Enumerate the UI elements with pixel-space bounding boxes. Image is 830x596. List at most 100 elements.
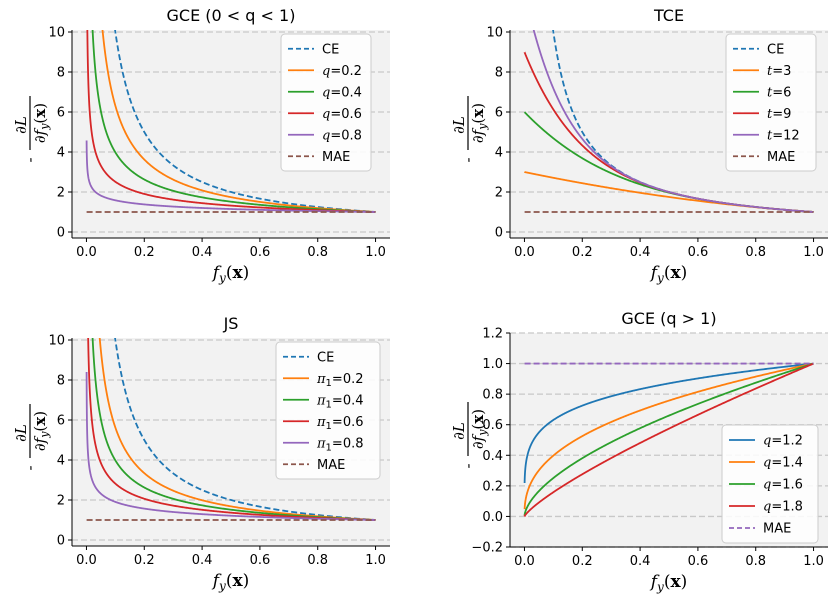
- series-group: [85, 338, 376, 521]
- y-tick-label: 8: [57, 374, 65, 389]
- legend: CE q=0.2 q=0.4 q=0.6 q=0.8 MAE: [280, 33, 372, 172]
- x-tick-label: 0.4: [192, 553, 213, 568]
- series-line-q=0.6: [86, 30, 376, 213]
- x-tick-label: 0.4: [192, 245, 213, 260]
- legend-label: t=6: [767, 85, 791, 100]
- series-line-q=0.4: [91, 30, 376, 213]
- y-tick-label: 2: [57, 186, 65, 201]
- y-tick-label: 6: [495, 106, 503, 121]
- y-tick-label: 0.4: [482, 449, 503, 464]
- series-line-t=3: [523, 171, 814, 213]
- y-label-numerator: ∂L: [12, 424, 30, 442]
- x-tick-label: 0.8: [745, 554, 766, 569]
- y-tick-label: 0: [57, 226, 65, 241]
- legend-label: q=0.6: [322, 107, 362, 122]
- y-tick-label: 8: [495, 66, 503, 81]
- legend-label: q=1.6: [763, 478, 803, 493]
- legend-label: q=1.2: [763, 434, 803, 449]
- x-axis-label: fy(x): [211, 263, 250, 285]
- legend: q=1.2 q=1.4 q=1.6 q=1.8 MAE: [721, 424, 819, 544]
- legend-label: MAE: [322, 150, 350, 165]
- chart-title: TCE: [653, 6, 684, 25]
- x-tick-label: 0.0: [514, 554, 535, 569]
- y-tick-label: 0.8: [482, 388, 503, 403]
- y-tick-label: 0: [57, 534, 65, 549]
- x-tick-label: 0.2: [134, 553, 155, 568]
- x-tick-label: 1.0: [803, 554, 824, 569]
- y-tick-label: 0.2: [482, 479, 503, 494]
- legend-label: π1=0.8: [316, 436, 364, 453]
- x-tick-label: 0.6: [250, 245, 271, 260]
- legend-label: MAE: [767, 150, 795, 165]
- legend-label: q=0.2: [322, 64, 362, 79]
- legend-label: t=9: [767, 107, 791, 122]
- y-label-denominator: ∂fy(x): [31, 103, 51, 143]
- y-label-minus: -: [459, 463, 477, 468]
- legend-box: [280, 33, 372, 172]
- y-tick-label: 8: [57, 66, 65, 81]
- y-label-minus: -: [459, 157, 477, 162]
- x-tick-label: 0.4: [630, 554, 651, 569]
- legend-label: q=1.4: [763, 456, 803, 471]
- legend-label: CE: [322, 42, 339, 57]
- y-tick-label: 0.0: [482, 510, 503, 525]
- series-line-q=1.4: [523, 362, 814, 510]
- chart-panel-4: −0.2 0.0 0.2 0.4 0.6 0.8 1.0 1.2 0.0 0.2 0.4 0.6 0.8…: [450, 309, 828, 594]
- x-tick-label: 0.2: [572, 245, 593, 260]
- legend-label: π1=0.2: [316, 372, 364, 389]
- legend-label: CE: [317, 350, 334, 365]
- legend-label: π1=0.4: [316, 393, 364, 410]
- x-tick-label: 0.6: [688, 245, 709, 260]
- series-line-CE: [114, 338, 376, 521]
- series-line-π1=0.6: [87, 338, 376, 521]
- x-axis-label: fy(x): [649, 263, 688, 285]
- x-tick-label: 0.2: [572, 554, 593, 569]
- legend-box: [275, 341, 381, 480]
- chart-panel-2: 0 2 4 6 8 10 0.0 0.2 0.4 0.6 0.8 1.0 TCE fy(x) ∂L∂fy(x…: [450, 6, 828, 285]
- x-tick-label: 1.0: [365, 245, 386, 260]
- series-line-q=0.8: [85, 140, 376, 213]
- y-tick-label: 2: [495, 186, 503, 201]
- x-tick-label: 1.0: [365, 553, 386, 568]
- y-label-numerator: ∂L: [450, 116, 468, 134]
- y-label-minus: -: [21, 157, 39, 162]
- legend-label: CE: [767, 42, 784, 57]
- series-line-π1=0.2: [98, 338, 376, 521]
- legend-label: t=12: [767, 128, 800, 143]
- x-tick-label: 0.0: [514, 245, 535, 260]
- legend-box: [725, 33, 817, 172]
- legend-label: t=3: [767, 64, 791, 79]
- series-line-π1=0.8: [85, 372, 376, 521]
- series-line-q=1.2: [523, 362, 814, 483]
- y-tick-label: 10: [486, 26, 503, 41]
- series-line-q=1.6: [523, 362, 814, 516]
- chart-title: GCE (0 < q < 1): [167, 6, 296, 25]
- legend-label: q=0.4: [322, 85, 362, 100]
- x-axis-label: fy(x): [211, 571, 250, 593]
- chart-panel-3: 0 2 4 6 8 10 0.0 0.2 0.4 0.6 0.8 1.0 JS fy(x) ∂L∂fy(x)…: [12, 314, 390, 593]
- x-tick-label: 0.8: [307, 553, 328, 568]
- series-group: [523, 30, 814, 213]
- legend: CE t=3 t=6 t=9 t=12 MAE: [725, 33, 817, 172]
- series-group: [85, 30, 376, 213]
- series-line-q=1.8: [523, 362, 814, 517]
- y-tick-label: −0.2: [471, 541, 503, 556]
- x-tick-label: 0.8: [307, 245, 328, 260]
- y-tick-label: 1.0: [482, 357, 503, 372]
- series-line-t=12: [532, 30, 814, 213]
- y-label-denominator: ∂fy(x): [469, 103, 489, 143]
- x-tick-label: 0.6: [250, 553, 271, 568]
- chart-title: JS: [223, 314, 239, 333]
- x-tick-label: 0.2: [134, 245, 155, 260]
- x-tick-label: 0.8: [745, 245, 766, 260]
- y-label-denominator: ∂fy(x): [469, 409, 489, 449]
- legend: CE π1=0.2 π1=0.4 π1=0.6 π1=0.8 MAE: [275, 341, 381, 480]
- y-axis-label: ∂L∂fy(x) -: [450, 402, 489, 469]
- y-tick-label: 1.2: [482, 327, 503, 342]
- y-tick-label: 4: [57, 454, 65, 469]
- y-tick-label: 0.6: [482, 418, 503, 433]
- series-line-q=0.2: [101, 30, 376, 213]
- y-tick-label: 6: [57, 106, 65, 121]
- x-tick-label: 0.4: [630, 245, 651, 260]
